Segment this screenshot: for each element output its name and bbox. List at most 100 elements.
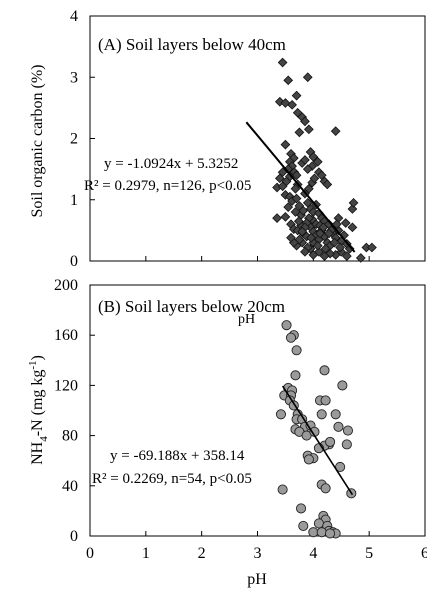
panel-a-point [331,219,342,230]
panel-b: 0 40 80 120 160 200 0 1 2 3 4 5 6 (B) Soil layers b… [27,277,427,588]
panel-a-point [285,171,295,182]
panel-b-point [281,320,292,331]
panel-b-point [337,380,348,391]
panel-b-point [295,503,307,514]
panel-a-point [341,251,352,261]
panel-b-point [275,409,287,420]
panel-b-point [298,520,309,532]
panel-a-point [283,202,294,212]
panel-b-points [275,320,357,539]
panel-a-stats: R² = 0.2979, n=126, p<0.05 [84,178,251,194]
panel-a-trendline [245,121,356,253]
panel-b-point [290,370,301,381]
panel-a-point [302,164,313,174]
panel-b-trendline [281,385,354,496]
panel-a-point [304,124,314,135]
panel-b-point [342,425,354,436]
panel-b-point [325,436,336,447]
panel-a-point [280,139,291,150]
panel-a-y-tick-label: 3 [70,69,78,86]
panel-a-point [298,205,309,216]
panel-b-x-tick-label: 2 [198,545,206,562]
panel-a-point [304,183,314,194]
panel-b-point [313,518,324,529]
panel-a-point [300,116,310,127]
panel-a-point [277,57,288,68]
panel-a-point [347,222,358,233]
panel-a-point [306,232,316,243]
panel-a-point [291,90,302,101]
panel-b-y-label-end: ) [29,355,46,360]
panel-a-point [355,253,366,263]
panel-a-point [297,226,308,237]
panel-b-x-tick-label: 1 [142,545,150,562]
panel-a-point [348,197,359,208]
panel-a-point [286,232,296,243]
panel-a-point [287,99,297,110]
panel-a-point [293,216,304,227]
panel-a-point [347,204,358,214]
panel-a-point [312,156,323,167]
panel-a-point [312,240,323,251]
panel-b-point [285,332,297,343]
panel-b-x-tick-label: 5 [365,545,373,562]
panel-a-point [322,179,333,190]
panel-a-point [340,218,351,228]
panel-b-point [303,454,314,465]
panel-b-y-axis-label: NH4-N (mg kg-1) [27,355,50,465]
panel-a-point [325,248,335,259]
panel-a-point [324,228,334,239]
panel-b-y-tick-label: 160 [54,327,78,344]
panel-b-y-ticks: 0 40 80 120 160 200 [54,277,95,545]
panel-b-x-ticks: 0 1 2 3 4 5 6 [86,531,427,562]
panel-b-point [319,365,330,376]
panel-a-point [335,242,345,253]
panel-b-y-tick-label: 200 [54,277,78,294]
panel-b-y-label-rest: -N (mg kg [29,370,46,437]
panel-b-point [316,527,327,538]
panel-a-point [291,193,302,204]
panel-b-y-tick-label: 80 [62,428,78,445]
panel-a-point [280,212,291,222]
panel-b-y-label-main: NH [29,441,46,465]
panel-a-point [307,161,318,171]
panel-a-point [277,167,288,178]
panel-a-point [280,98,291,108]
panel-a-y-tick-label: 2 [70,131,78,148]
panel-a-point [308,152,319,162]
panel-a-point [272,213,282,223]
panel-b-point [320,395,331,406]
panel-b-stats: R² = 0.2269, n=54, p<0.05 [92,471,252,487]
panel-b-x-axis-label: pH [247,571,267,588]
panel-b-stray-label: pH [238,312,255,327]
panel-a-point [291,170,302,181]
panel-b-title: (B) Soil layers below 20cm [98,297,285,316]
panel-b-point [325,528,336,539]
panel-a-point [294,127,305,138]
panel-b-point [308,527,319,538]
panel-a-point [300,155,310,165]
panel-a-point [302,72,313,83]
panel-b-y-tick-label: 0 [70,528,78,545]
panel-b-point [316,409,327,420]
panel-b-point [291,345,302,356]
panel-b-x-tick-label: 0 [86,545,94,562]
panel-a-point [329,237,340,248]
panel-a-point [367,242,377,253]
panel-b-point [277,484,288,495]
panel-b-y-tick-label: 40 [62,478,78,495]
panel-b-x-tick-label: 3 [254,545,262,562]
panel-b-point [320,483,331,494]
panel-a-y-tick-label: 1 [70,192,78,209]
panel-a-y-tick-label: 4 [70,8,78,25]
panel-b-y-tick-label: 120 [54,377,78,394]
panel-a-point [283,75,294,86]
panel-a-point [320,243,331,254]
panel-a-point [319,251,330,261]
panel-b-equation: y = -69.188x + 358.14 [110,448,245,464]
panel-a-title: (A) Soil layers below 40cm [98,35,286,54]
panel-b-frame [89,284,426,537]
panel-b-point [330,409,341,420]
panel-a-point [280,189,291,200]
